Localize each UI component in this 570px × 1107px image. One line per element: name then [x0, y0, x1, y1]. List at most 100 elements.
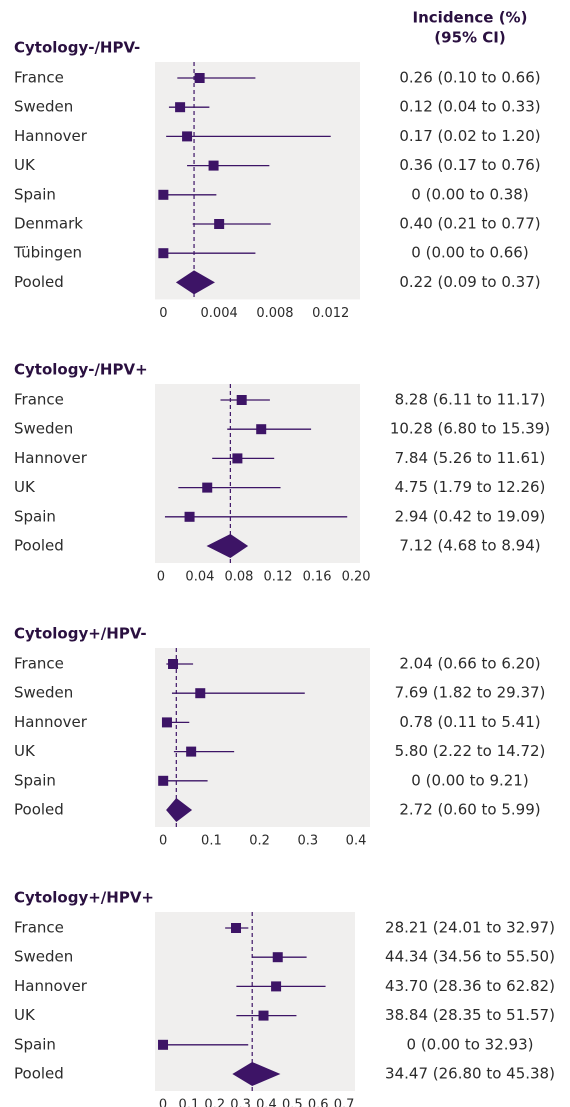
incidence-label: 2.94 (0.42 to 19.09): [395, 507, 546, 525]
row-label: Pooled: [14, 273, 64, 291]
row-label: UK: [14, 1006, 36, 1024]
point-estimate: [256, 424, 267, 435]
plot-background: [155, 384, 360, 563]
point-estimate: [182, 131, 193, 142]
row-label: Pooled: [14, 801, 64, 819]
incidence-label: 2.72 (0.60 to 5.99): [399, 801, 540, 819]
row-label: UK: [14, 478, 36, 496]
row-label: Tübingen: [13, 244, 82, 262]
panel-title: Cytology-/HPV-: [14, 39, 140, 57]
point-estimate: [168, 659, 179, 669]
incidence-label: 8.28 (6.11 to 11.17): [395, 391, 546, 409]
incidence-label: 0 (0.00 to 0.66): [411, 244, 528, 262]
incidence-label: 2.04 (0.66 to 6.20): [399, 655, 540, 673]
incidence-label: 0.40 (0.21 to 0.77): [399, 215, 540, 233]
point-estimate: [272, 952, 283, 963]
row-label: Spain: [14, 771, 56, 789]
point-estimate: [271, 981, 282, 992]
incidence-label: 0.12 (0.04 to 0.33): [399, 98, 540, 116]
incidence-label: 0.78 (0.11 to 5.41): [399, 713, 540, 731]
pooled-diamond: [166, 798, 193, 822]
incidence-label: 0.36 (0.17 to 0.76): [399, 156, 540, 174]
row-label: Sweden: [14, 684, 73, 702]
row-label: UK: [14, 742, 36, 760]
point-estimate: [158, 1039, 169, 1050]
x-tick-label: 0.1: [201, 834, 222, 849]
point-estimate: [186, 746, 197, 757]
panel-title: Cytology+/HPV-: [14, 625, 147, 643]
x-tick-label: 0.5: [282, 1098, 303, 1107]
pooled-diamond: [232, 1062, 281, 1086]
point-estimate: [231, 923, 242, 933]
row-label: Hannover: [14, 713, 88, 731]
panel-title: Cytology+/HPV+: [14, 889, 154, 907]
incidence-label: 7.69 (1.82 to 29.37): [395, 684, 546, 702]
x-tick-label: 0.20: [342, 570, 371, 585]
x-tick-label: 0.08: [224, 570, 253, 585]
point-estimate: [258, 1010, 269, 1021]
incidence-label: 10.28 (6.80 to 15.39): [390, 420, 550, 438]
x-tick-label: 0.04: [185, 570, 214, 585]
point-estimate: [208, 160, 219, 171]
row-label: Pooled: [14, 1065, 64, 1083]
incidence-label: 7.84 (5.26 to 11.61): [395, 449, 546, 467]
row-label: Sweden: [14, 98, 73, 116]
point-estimate: [195, 688, 206, 699]
incidence-label: 0 (0.00 to 0.38): [411, 185, 528, 203]
point-estimate: [158, 189, 169, 200]
row-label: France: [14, 69, 64, 87]
incidence-label: 28.21 (24.01 to 32.97): [385, 919, 555, 937]
row-label: France: [14, 919, 64, 937]
panel-title: Cytology-/HPV+: [14, 361, 148, 379]
point-estimate: [175, 102, 186, 113]
point-estimate: [194, 73, 205, 83]
x-tick-label: 0.3: [230, 1098, 251, 1107]
x-tick-label: 0.2: [204, 1098, 225, 1107]
pooled-diamond: [175, 270, 215, 295]
column-header: Incidence (%): [413, 9, 528, 27]
point-estimate: [202, 482, 213, 493]
incidence-label: 34.47 (26.80 to 45.38): [385, 1065, 555, 1083]
row-label: Sweden: [14, 948, 73, 966]
x-tick-label: 0.7: [334, 1098, 355, 1107]
incidence-label: 7.12 (4.68 to 8.94): [399, 537, 540, 555]
row-label: Pooled: [14, 537, 64, 555]
incidence-label: 0.22 (0.09 to 0.37): [399, 273, 540, 291]
incidence-label: 5.80 (2.22 to 14.72): [395, 742, 546, 760]
x-tick-label: 0: [157, 570, 165, 585]
x-tick-label: 0.004: [201, 306, 238, 321]
row-label: Spain: [14, 507, 56, 525]
x-tick-label: 0: [159, 834, 167, 849]
incidence-label: 4.75 (1.79 to 12.26): [395, 478, 546, 496]
row-label: France: [14, 655, 64, 673]
x-tick-label: 0: [159, 306, 167, 321]
x-tick-label: 0.012: [312, 306, 349, 321]
x-tick-label: 0.6: [308, 1098, 329, 1107]
incidence-label: 0 (0.00 to 32.93): [407, 1035, 534, 1053]
point-estimate: [158, 248, 169, 259]
column-header: (95% CI): [434, 29, 505, 47]
row-label: Hannover: [14, 449, 88, 467]
plot-background: [155, 912, 355, 1091]
plot-background: [155, 62, 360, 300]
x-tick-label: 0: [159, 1098, 167, 1107]
incidence-label: 0 (0.00 to 9.21): [411, 771, 528, 789]
point-estimate: [214, 219, 225, 229]
row-label: Hannover: [14, 127, 88, 145]
incidence-label: 44.34 (34.56 to 55.50): [385, 948, 555, 966]
point-estimate: [158, 775, 169, 786]
row-label: UK: [14, 156, 36, 174]
incidence-label: 0.26 (0.10 to 0.66): [399, 69, 540, 87]
row-label: Spain: [14, 185, 56, 203]
x-tick-label: 0.4: [346, 834, 367, 849]
x-tick-label: 0.2: [249, 834, 270, 849]
x-tick-label: 0.1: [179, 1098, 200, 1107]
row-label: France: [14, 391, 64, 409]
row-label: Sweden: [14, 420, 73, 438]
x-tick-label: 0.4: [256, 1098, 277, 1107]
x-tick-label: 0.008: [256, 306, 293, 321]
incidence-label: 43.70 (28.36 to 62.82): [385, 977, 555, 995]
point-estimate: [236, 395, 247, 405]
x-tick-label: 0.16: [303, 570, 332, 585]
